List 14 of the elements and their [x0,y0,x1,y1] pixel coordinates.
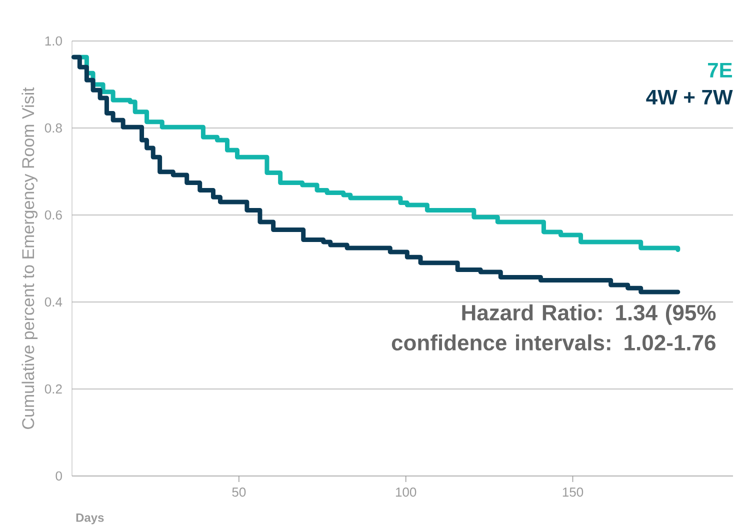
x-tick-label: 100 [396,488,416,497]
text: 4W + 7W [646,90,733,104]
y-tick-label: 0.6 [44,210,62,220]
y-tick-label: 0.8 [44,123,62,133]
y-tick-label: 0.2 [44,384,62,394]
x-axis-title: Days [76,514,104,524]
y-axis-title: Cumulative percent to Emergency Room Visit [22,87,38,429]
x-tick-label: 150 [562,488,584,497]
y-tick-label: 0 [56,471,62,481]
y-tick-label: 1.0 [45,36,62,46]
x-tick-label: 50 [232,488,246,497]
annotation: Hazard Ratio: 1.34 (95% confidence intervals: 1.02-1.76 [392,304,716,351]
y-tick-label: 0.4 [44,297,62,307]
text: 7E [708,62,732,78]
